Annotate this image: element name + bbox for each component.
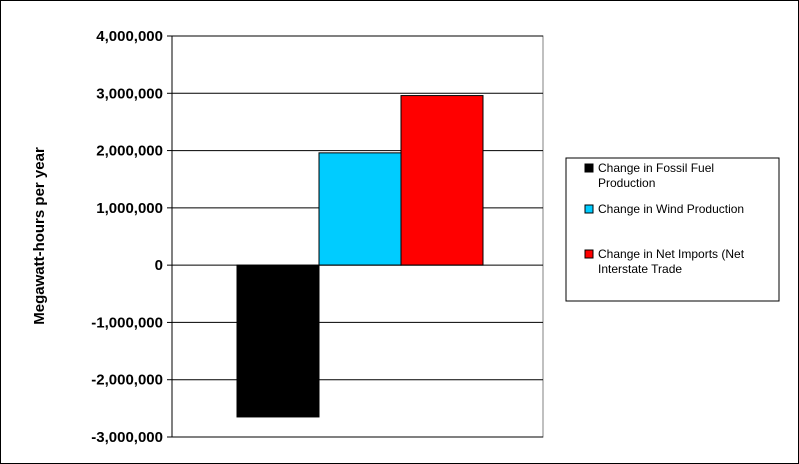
plot-area: 4,000,000 3,000,000 2,000,000 1,000,000 0 -1,… (91, 28, 544, 446)
legend-swatch (584, 204, 594, 214)
legend-swatch (584, 249, 594, 259)
y-tick-label: 4,000,000 (96, 28, 163, 45)
bar (236, 264, 320, 418)
legend-label: Change in Net Imports (Net (598, 247, 745, 261)
legend-label: Change in Wind Production (598, 202, 744, 216)
legend-swatch (584, 163, 594, 173)
y-tick-label: -3,000,000 (91, 429, 163, 446)
y-axis-ticks: 4,000,000 3,000,000 2,000,000 1,000,000 0 -1,… (91, 28, 172, 446)
y-tick-label: 3,000,000 (96, 85, 163, 102)
bar (318, 152, 402, 266)
bar (400, 95, 484, 266)
legend-label: Change in Fossil Fuel (598, 161, 714, 175)
y-axis-label: Megawatt-hours per year (31, 147, 48, 325)
y-tick-label: -2,000,000 (91, 372, 163, 389)
bars (236, 95, 484, 418)
y-tick-label: 1,000,000 (96, 200, 163, 217)
y-tick-label: 0 (155, 257, 163, 274)
y-tick-label: 2,000,000 (96, 143, 163, 160)
y-tick-label: -1,000,000 (91, 314, 163, 331)
legend-box (565, 157, 780, 302)
legend-label: Production (598, 176, 655, 190)
legend-label: Interstate Trade (598, 262, 682, 276)
